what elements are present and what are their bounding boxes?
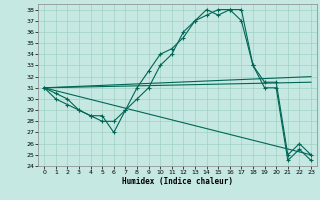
X-axis label: Humidex (Indice chaleur): Humidex (Indice chaleur) xyxy=(122,177,233,186)
